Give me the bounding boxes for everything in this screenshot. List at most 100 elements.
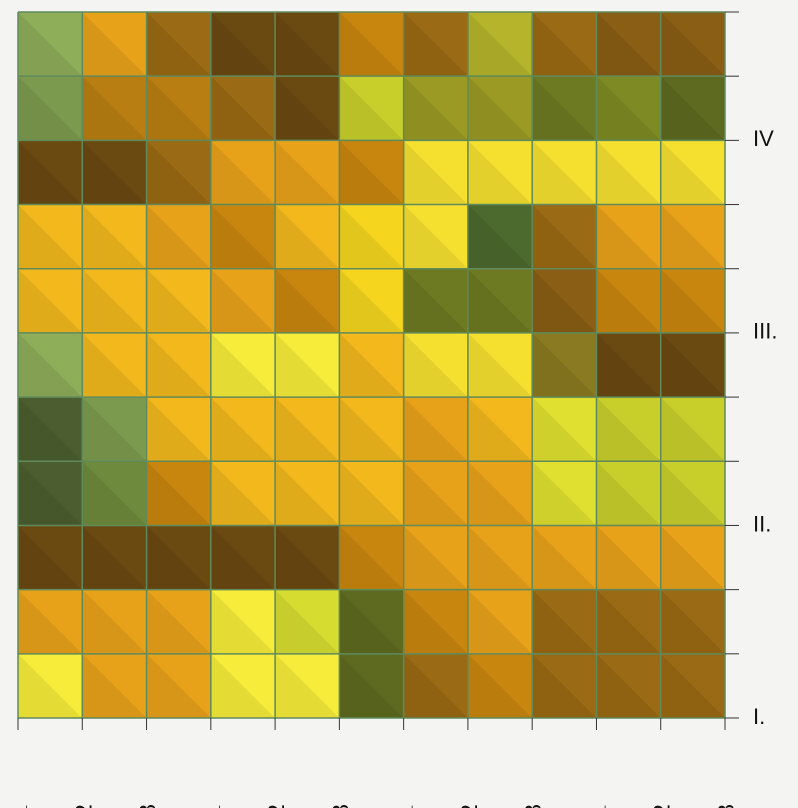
cell-shade [339,12,404,77]
cell [467,12,533,77]
cell-shade [146,140,211,205]
cell [82,76,147,141]
x-tick-label: B1 [200,804,226,808]
cell [275,397,340,462]
x-tick-label: B3 [328,804,354,808]
cell [596,525,661,590]
cell [146,332,211,398]
cell-shade [660,76,725,141]
cell-shade [596,12,661,77]
cell-shade [146,397,211,462]
cell-shade [339,525,404,590]
cell [210,525,276,590]
cell-shade [210,589,276,654]
x-tick-label: D3 [714,804,740,808]
cell-shade [596,204,661,269]
cell [18,12,83,77]
cell [146,397,211,462]
cell-shade [82,461,147,526]
cell [403,589,468,654]
cell-shade [82,589,147,654]
cell-shade [18,461,83,526]
cell [403,76,468,141]
cell-shade [339,76,404,141]
cell-shade [403,140,468,205]
cell [339,653,404,718]
cell-shade [532,204,597,269]
cell [18,589,83,654]
cell-shade [467,397,533,462]
cell [660,653,725,718]
cell-shade [18,397,83,462]
cell-shade [18,525,83,590]
cell [403,204,468,269]
cell [275,653,340,718]
cell-shade [146,268,211,333]
cell [210,76,276,141]
x-tick-label: C1 [393,804,419,808]
cell-shade [596,140,661,205]
cell [275,268,340,333]
cell [532,140,597,205]
cell-shade [82,140,147,205]
cell [467,525,533,590]
cell-shade [596,653,661,718]
cell [146,653,211,718]
cell [532,397,597,462]
cell [596,140,661,205]
cell-shade [146,332,211,398]
cell [660,589,725,654]
cell-shade [596,525,661,590]
cell-shade [532,76,597,141]
cell-shade [210,204,276,269]
cell [467,332,533,398]
cell-shade [18,332,83,398]
cell [467,204,533,269]
cell-shade [275,204,340,269]
cell [660,12,725,77]
cell [146,140,211,205]
cell-shade [339,653,404,718]
cell-shade [339,332,404,398]
cell [467,461,533,526]
cell-shade [210,525,276,590]
cell-shade [18,589,83,654]
cell-shade [467,653,533,718]
cell-shade [403,332,468,398]
cell [339,140,404,205]
cell-shade [467,461,533,526]
cell [596,397,661,462]
cell-shade [339,397,404,462]
cell-shade [532,589,597,654]
cell-shade [660,589,725,654]
cell [82,332,147,398]
y-tick-label: II. [753,511,771,536]
cell-shade [339,268,404,333]
cell-shade [467,525,533,590]
cell [146,12,211,77]
cell-shade [275,332,340,398]
cell [210,397,276,462]
cell [210,332,276,398]
cell-shade [596,461,661,526]
cell [660,204,725,269]
cell-shade [146,204,211,269]
cell [82,653,147,718]
cell [146,268,211,333]
cell-shade [467,76,533,141]
cell-shade [532,12,597,77]
cell-shade [275,653,340,718]
cell-shade [532,461,597,526]
cell [82,525,147,590]
cell [660,525,725,590]
cell-shade [660,12,725,77]
cell-shade [660,268,725,333]
cell [403,397,468,462]
cell-shade [82,76,147,141]
cell-shade [467,204,533,269]
cell [82,268,147,333]
cell-shade [82,653,147,718]
cell-shade [660,332,725,398]
